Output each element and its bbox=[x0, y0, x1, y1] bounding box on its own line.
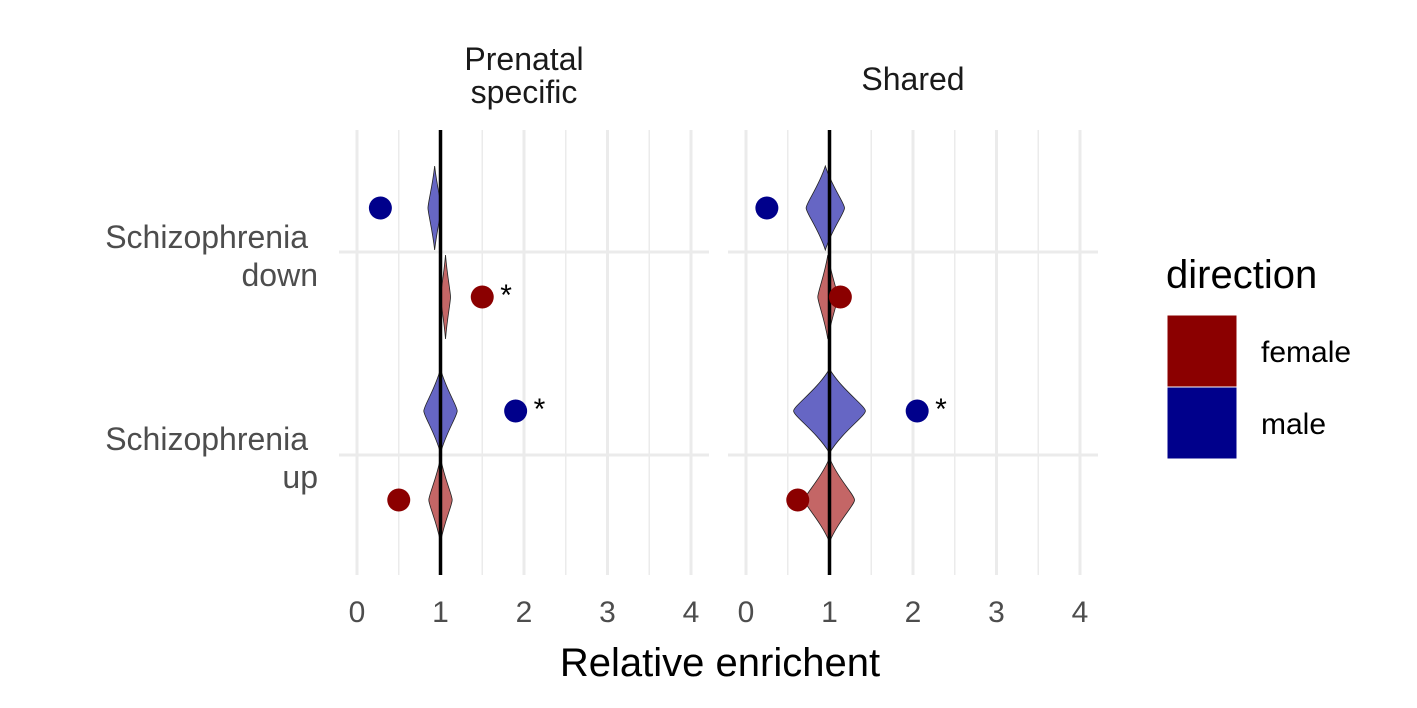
reference-lines bbox=[438, 130, 832, 575]
legend-label: male bbox=[1261, 408, 1326, 441]
point-male bbox=[905, 399, 929, 423]
point-female bbox=[387, 488, 411, 512]
point-female bbox=[470, 285, 494, 309]
category-label: Schizophrenia bbox=[105, 421, 308, 457]
x-tick-label: 1 bbox=[432, 596, 449, 629]
legend-title: direction bbox=[1166, 253, 1317, 297]
point-male bbox=[504, 399, 528, 423]
x-tick-label: 3 bbox=[599, 596, 616, 629]
significance-marker: * bbox=[500, 279, 512, 312]
x-tick-label: 2 bbox=[516, 596, 533, 629]
point-female bbox=[828, 285, 852, 309]
point-male bbox=[755, 196, 779, 220]
category-label: down bbox=[242, 257, 319, 293]
legend: direction female male bbox=[1166, 253, 1351, 460]
x-tick-label: 2 bbox=[905, 596, 922, 629]
grid-layer bbox=[339, 130, 1098, 575]
violin-layer bbox=[423, 164, 866, 544]
x-tick-label: 4 bbox=[1072, 596, 1089, 629]
legend-label: female bbox=[1261, 336, 1351, 369]
category-label: up bbox=[282, 459, 318, 495]
category-label: Schizophrenia bbox=[105, 219, 308, 255]
x-tick-label: 0 bbox=[349, 596, 366, 629]
facet-title: Prenatal bbox=[464, 41, 583, 77]
x-tick-label: 4 bbox=[683, 596, 700, 629]
x-tick-label: 1 bbox=[821, 596, 838, 629]
facet-title: specific bbox=[471, 74, 578, 110]
x-tick-label: 3 bbox=[988, 596, 1005, 629]
point-female bbox=[786, 488, 810, 512]
facet-title: Shared bbox=[861, 61, 964, 97]
significance-marker: * bbox=[935, 393, 947, 426]
point-layer bbox=[368, 196, 929, 512]
x-axis-title: Relative enrichent bbox=[560, 641, 880, 685]
x-tick-label: 0 bbox=[738, 596, 755, 629]
legend-key-female bbox=[1166, 314, 1238, 388]
violin-male bbox=[805, 164, 845, 252]
significance-marker: * bbox=[534, 393, 546, 426]
point-male bbox=[368, 196, 392, 220]
legend-key-male bbox=[1166, 386, 1238, 460]
